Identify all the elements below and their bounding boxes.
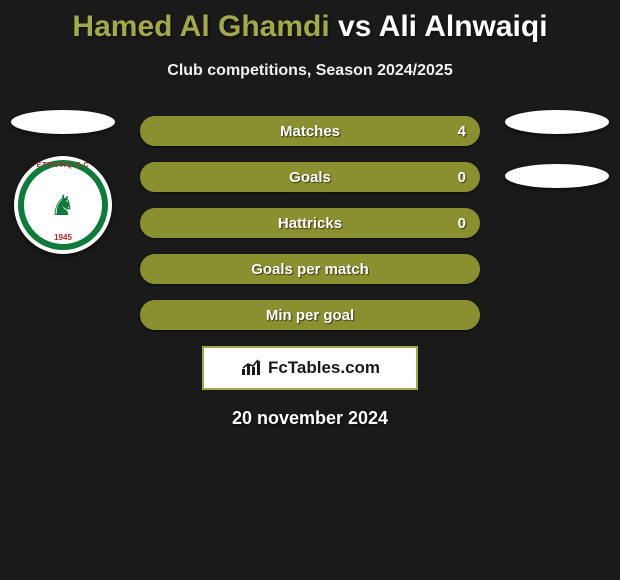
stat-label: Hattricks: [142, 210, 478, 236]
brand-text: FcTables.com: [268, 358, 380, 378]
stat-label: Goals per match: [142, 256, 478, 282]
stat-label: Goals: [142, 164, 478, 190]
player1-club-logo: ETTIFAQ F.C ♞ 1945: [14, 156, 112, 254]
player2-placeholder-oval-2: [505, 164, 609, 188]
stat-row-min-per-goal: Min per goal: [140, 300, 480, 330]
vs-text: vs: [338, 10, 371, 43]
player2-name: Ali Alnwaiqi: [379, 10, 548, 43]
date-text: 20 november 2024: [0, 408, 620, 429]
stat-right-value: 4: [458, 118, 466, 144]
content-area: ETTIFAQ F.C ♞ 1945 Matches 4 Goals 0 Hat…: [0, 116, 620, 429]
stat-label: Matches: [142, 118, 478, 144]
brand-box: FcTables.com: [202, 346, 418, 390]
stat-right-value: 0: [458, 164, 466, 190]
horse-icon: ♞: [50, 189, 75, 222]
chart-icon: [240, 359, 262, 377]
stat-label: Min per goal: [142, 302, 478, 328]
player2-placeholder-oval-1: [505, 110, 609, 134]
player1-name: Hamed Al Ghamdi: [72, 10, 329, 43]
stat-row-hattricks: Hattricks 0: [140, 208, 480, 238]
club-logo-arc-text: ETTIFAQ F.C: [14, 162, 112, 169]
comparison-title: Hamed Al Ghamdi vs Ali Alnwaiqi: [0, 0, 620, 44]
stat-right-value: 0: [458, 210, 466, 236]
subtitle: Club competitions, Season 2024/2025: [0, 62, 620, 80]
stat-row-matches: Matches 4: [140, 116, 480, 146]
stat-row-goals-per-match: Goals per match: [140, 254, 480, 284]
left-column: ETTIFAQ F.C ♞ 1945: [8, 110, 118, 254]
right-column: [502, 110, 612, 188]
stat-row-goals: Goals 0: [140, 162, 480, 192]
player1-placeholder-oval: [11, 110, 115, 134]
club-logo-year: 1945: [14, 233, 112, 242]
stats-table: Matches 4 Goals 0 Hattricks 0 Goals per …: [140, 116, 480, 330]
club-logo-center: ♞: [32, 174, 94, 236]
